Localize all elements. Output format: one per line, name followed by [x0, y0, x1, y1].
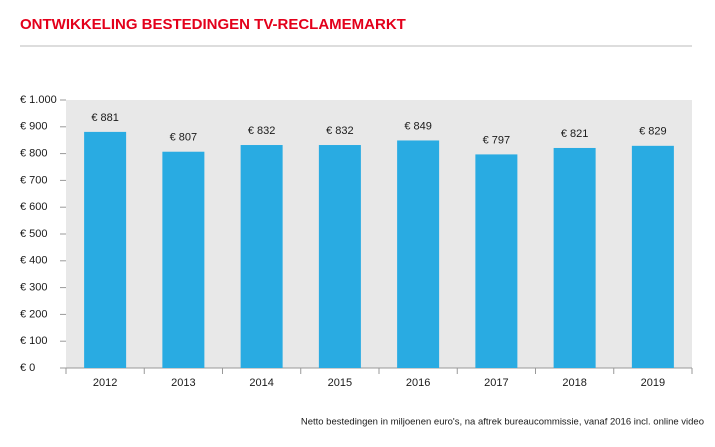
- value-label: € 829: [639, 126, 667, 138]
- y-tick-label: € 600: [20, 201, 48, 213]
- y-tick-label: € 200: [20, 308, 48, 320]
- value-label: € 807: [170, 132, 198, 144]
- x-tick-label: 2015: [328, 377, 352, 389]
- value-label: € 821: [561, 128, 589, 140]
- y-tick-label: € 900: [20, 121, 48, 133]
- y-tick-label: € 800: [20, 148, 48, 160]
- bar: [631, 145, 674, 368]
- value-label: € 832: [326, 125, 354, 137]
- chart-title: ONTWIKKELING BESTEDINGEN TV-RECLAMEMARKT: [20, 16, 406, 33]
- bar: [162, 151, 205, 368]
- bar: [553, 147, 596, 368]
- value-label: € 797: [483, 134, 511, 146]
- x-tick-label: 2012: [93, 377, 117, 389]
- y-tick-label: € 700: [20, 174, 48, 186]
- y-tick-label: € 100: [20, 335, 48, 347]
- x-tick-label: 2018: [562, 377, 586, 389]
- bar: [318, 145, 361, 368]
- y-tick-label: € 500: [20, 228, 48, 240]
- y-tick-label: € 400: [20, 255, 48, 267]
- x-tick-label: 2014: [249, 377, 273, 389]
- plot-background: [66, 100, 692, 368]
- x-tick-label: 2019: [641, 377, 665, 389]
- y-tick-label: € 300: [20, 282, 48, 294]
- footnote: Netto bestedingen in miljoenen euro's, n…: [301, 417, 704, 428]
- value-label: € 832: [248, 125, 276, 137]
- bar: [240, 145, 283, 368]
- y-tick-label: € 0: [20, 362, 35, 374]
- value-label: € 881: [91, 112, 119, 124]
- value-label: € 849: [404, 120, 432, 132]
- x-tick-label: 2016: [406, 377, 430, 389]
- bar: [475, 154, 518, 368]
- x-tick-label: 2017: [484, 377, 508, 389]
- x-tick-label: 2013: [171, 377, 195, 389]
- bar: [84, 131, 127, 368]
- y-tick-label: € 1.000: [20, 94, 57, 106]
- bar: [397, 140, 440, 368]
